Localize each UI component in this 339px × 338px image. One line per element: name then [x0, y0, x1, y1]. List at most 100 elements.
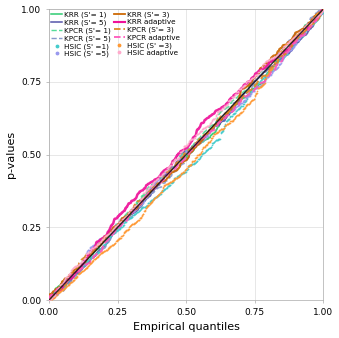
- Point: [201, 137, 207, 142]
- Point: [251, 88, 256, 93]
- Point: [113, 241, 118, 246]
- Point: [275, 52, 280, 58]
- Point: [81, 262, 86, 268]
- Point: [307, 23, 312, 29]
- Point: [151, 197, 156, 202]
- Point: [246, 93, 252, 99]
- Point: [272, 66, 277, 71]
- Point: [305, 21, 311, 27]
- Point: [109, 228, 115, 233]
- Point: [84, 251, 89, 256]
- Point: [268, 72, 274, 77]
- Point: [56, 289, 61, 294]
- Point: [72, 272, 77, 278]
- Point: [290, 36, 295, 42]
- Point: [176, 155, 181, 161]
- Point: [257, 79, 262, 84]
- Point: [213, 122, 218, 127]
- Point: [147, 201, 152, 207]
- Point: [149, 197, 155, 202]
- Point: [145, 203, 150, 209]
- Point: [173, 176, 178, 181]
- Point: [164, 169, 170, 174]
- Point: [223, 122, 229, 127]
- Point: [280, 45, 285, 51]
- Point: [185, 164, 191, 169]
- Point: [85, 259, 90, 264]
- Point: [60, 286, 66, 292]
- Point: [301, 29, 306, 35]
- Point: [60, 284, 66, 289]
- Point: [166, 168, 172, 173]
- Point: [95, 239, 101, 244]
- Point: [61, 278, 66, 284]
- Point: [50, 294, 56, 299]
- Point: [167, 167, 173, 172]
- Point: [244, 95, 250, 100]
- Point: [98, 246, 103, 251]
- Point: [218, 118, 223, 123]
- Point: [318, 10, 323, 16]
- Point: [303, 27, 308, 32]
- Point: [216, 137, 221, 142]
- Point: [254, 85, 259, 91]
- Point: [112, 230, 118, 235]
- Point: [220, 114, 225, 119]
- Point: [76, 271, 81, 276]
- Point: [113, 229, 118, 235]
- Point: [282, 44, 287, 49]
- Point: [165, 183, 171, 189]
- Point: [298, 30, 303, 35]
- Point: [165, 169, 171, 174]
- Point: [159, 188, 165, 194]
- Point: [144, 205, 149, 210]
- Point: [209, 118, 215, 123]
- Point: [224, 118, 229, 123]
- Point: [184, 168, 189, 173]
- Point: [139, 214, 144, 219]
- Point: [204, 142, 210, 147]
- Point: [197, 140, 203, 145]
- Point: [167, 183, 172, 188]
- Point: [133, 211, 138, 216]
- Point: [120, 223, 125, 229]
- Point: [289, 45, 294, 50]
- Point: [84, 259, 89, 264]
- Point: [319, 9, 324, 15]
- Point: [250, 89, 255, 94]
- Point: [200, 137, 206, 142]
- Point: [52, 293, 57, 299]
- Point: [294, 37, 300, 42]
- Point: [123, 228, 128, 234]
- Point: [170, 165, 175, 170]
- Point: [78, 270, 83, 275]
- Point: [68, 273, 74, 278]
- Point: [116, 220, 121, 226]
- Point: [155, 193, 160, 199]
- Point: [267, 69, 273, 75]
- Point: [283, 43, 289, 48]
- Point: [141, 204, 146, 210]
- Point: [304, 23, 309, 28]
- Point: [188, 146, 194, 151]
- Point: [53, 288, 59, 293]
- Point: [170, 165, 175, 170]
- Point: [62, 278, 67, 284]
- Point: [317, 9, 323, 15]
- Point: [293, 38, 298, 43]
- Point: [216, 108, 221, 114]
- Point: [293, 42, 298, 48]
- Point: [142, 204, 148, 209]
- Point: [211, 133, 216, 139]
- Point: [222, 113, 227, 118]
- Point: [314, 12, 319, 17]
- Point: [275, 54, 280, 59]
- Point: [73, 271, 78, 277]
- Point: [203, 148, 209, 153]
- Point: [253, 83, 258, 89]
- Point: [289, 37, 294, 43]
- Point: [244, 78, 250, 84]
- Point: [190, 145, 195, 150]
- Point: [292, 34, 298, 39]
- Point: [217, 127, 222, 132]
